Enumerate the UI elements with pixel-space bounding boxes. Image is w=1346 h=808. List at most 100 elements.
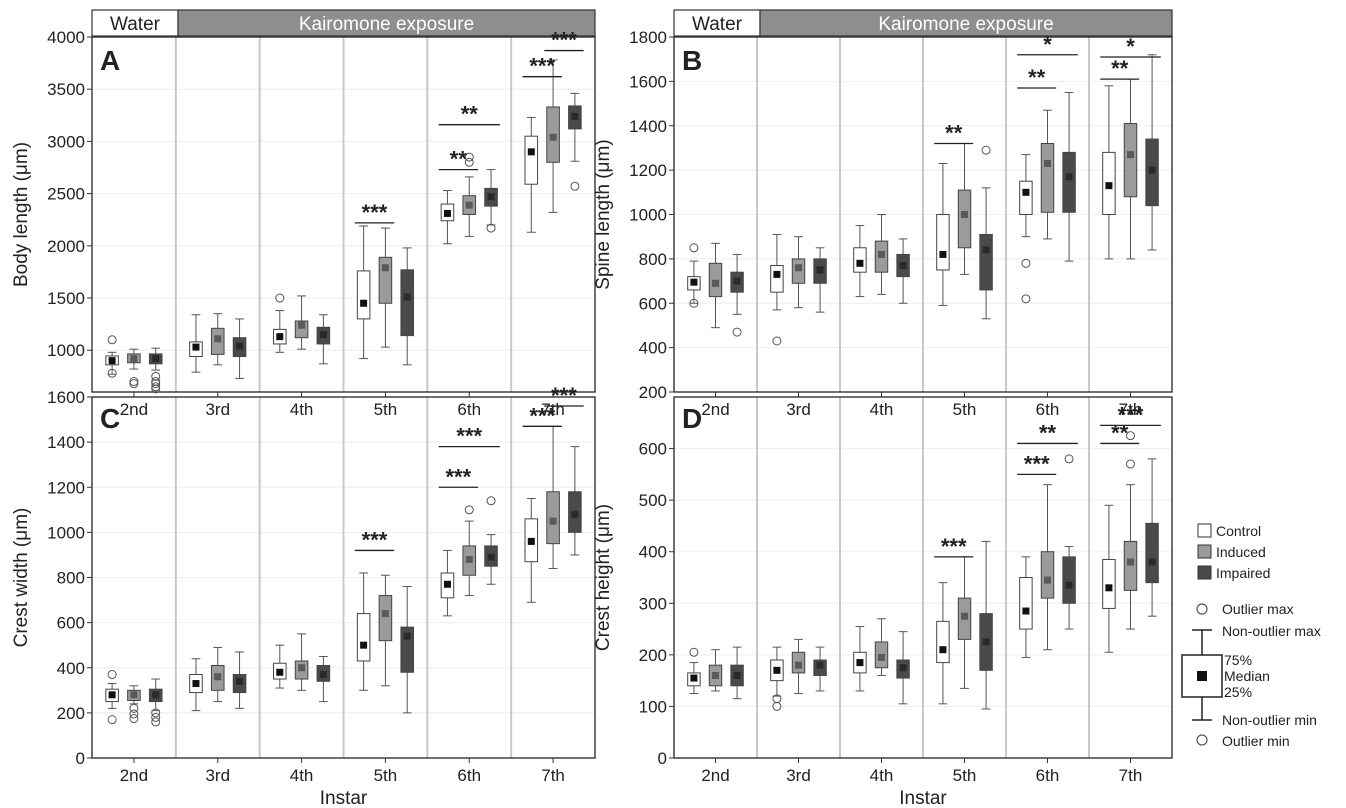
median-marker bbox=[152, 355, 160, 363]
outlier-point bbox=[129, 377, 139, 387]
x-tick-label: 5th bbox=[374, 400, 398, 419]
y-tick-label: 400 bbox=[639, 543, 667, 562]
outlier-point bbox=[151, 717, 161, 727]
median-marker bbox=[108, 691, 116, 699]
kairomone-label: Kairomone exposure bbox=[878, 14, 1053, 35]
box-control bbox=[524, 498, 539, 603]
x-tick-label: 4th bbox=[290, 766, 314, 785]
median-marker bbox=[298, 321, 306, 329]
outlier-point bbox=[981, 145, 991, 155]
significance-label: *** bbox=[529, 403, 555, 428]
median-marker bbox=[773, 666, 781, 674]
x-tick-label: 5th bbox=[953, 766, 977, 785]
y-tick-label: 1400 bbox=[47, 433, 85, 452]
box-impaired bbox=[568, 446, 582, 556]
median-marker bbox=[465, 201, 473, 209]
y-axis-title: Crest width (μm) bbox=[11, 508, 32, 648]
kairomone-band bbox=[759, 9, 1173, 37]
significance-label: ** bbox=[945, 121, 963, 146]
significance-label: ** bbox=[1111, 56, 1129, 81]
y-tick-label: 800 bbox=[57, 569, 85, 588]
outlier-point bbox=[772, 336, 782, 346]
y-tick-label: 100 bbox=[639, 697, 667, 716]
legend bbox=[1181, 523, 1223, 746]
outlier-point bbox=[107, 368, 117, 378]
x-tick-label: 2nd bbox=[701, 400, 729, 419]
legend-outlier-min-icon bbox=[1196, 734, 1208, 746]
iqr-box bbox=[356, 613, 371, 662]
median-marker bbox=[982, 246, 990, 254]
box-control bbox=[272, 293, 287, 353]
x-tick-label: 7th bbox=[541, 400, 565, 419]
median-marker bbox=[192, 343, 200, 351]
significance-label: ** bbox=[450, 147, 468, 172]
median-marker bbox=[733, 277, 741, 285]
y-axis-title: Body length (μm) bbox=[11, 142, 32, 287]
outlier-point bbox=[1126, 459, 1135, 469]
box-impaired bbox=[1145, 54, 1159, 251]
significance-label: * bbox=[1043, 32, 1052, 57]
median-marker bbox=[1148, 558, 1156, 566]
significance-label: ** bbox=[1028, 65, 1046, 90]
legend-nonoutlier-min: Non-outlier min bbox=[1222, 712, 1317, 728]
box-control bbox=[1102, 85, 1116, 260]
x-tick-label: 4th bbox=[290, 400, 314, 419]
median-marker bbox=[961, 211, 968, 218]
median-marker bbox=[298, 664, 306, 672]
panel-c bbox=[87, 396, 596, 763]
box-induced bbox=[546, 59, 560, 213]
median-marker bbox=[961, 612, 968, 620]
outlier-point bbox=[107, 715, 117, 725]
median-marker bbox=[549, 133, 557, 141]
x-tick-label: 7th bbox=[1119, 400, 1143, 419]
iqr-box bbox=[1019, 577, 1033, 630]
water-label: Water bbox=[692, 14, 743, 35]
panel-letter: C bbox=[100, 403, 120, 434]
legend-swatch-induced bbox=[1197, 544, 1212, 559]
outlier-point bbox=[151, 712, 161, 722]
outlier-point bbox=[689, 243, 699, 253]
x-tick-label: 3rd bbox=[786, 400, 811, 419]
median-marker bbox=[487, 553, 495, 561]
median-marker bbox=[403, 293, 411, 301]
y-tick-label: 1400 bbox=[629, 117, 667, 136]
outlier-point bbox=[107, 335, 117, 345]
median-marker bbox=[152, 691, 160, 699]
median-marker bbox=[773, 270, 781, 278]
y-tick-label: 1200 bbox=[629, 161, 667, 180]
outlier-point bbox=[570, 181, 580, 191]
iqr-box bbox=[770, 265, 784, 293]
median-marker bbox=[527, 537, 535, 545]
legend-median: Median bbox=[1224, 668, 1270, 684]
median-marker bbox=[214, 335, 222, 343]
y-tick-label: 400 bbox=[57, 659, 85, 678]
median-marker bbox=[192, 680, 200, 688]
median-marker bbox=[443, 580, 451, 588]
median-marker bbox=[1065, 581, 1073, 589]
x-tick-label: 6th bbox=[1036, 400, 1060, 419]
y-tick-label: 1800 bbox=[629, 28, 667, 47]
x-tick-label: 5th bbox=[953, 400, 977, 419]
outlier-point bbox=[1021, 258, 1031, 268]
panel-b bbox=[669, 9, 1173, 397]
outlier-point bbox=[151, 379, 161, 389]
median-marker bbox=[712, 671, 719, 679]
median-marker bbox=[1148, 166, 1156, 174]
x-tick-label: 3rd bbox=[786, 766, 811, 785]
box-control bbox=[770, 646, 784, 711]
outlier-point bbox=[464, 157, 474, 167]
box-induced bbox=[957, 556, 972, 689]
y-tick-label: 1000 bbox=[47, 523, 85, 542]
box-impaired bbox=[979, 540, 993, 710]
x-axis-title: Instar bbox=[320, 788, 368, 808]
outlier-point bbox=[151, 377, 161, 387]
y-tick-label: 300 bbox=[639, 594, 667, 613]
y-axis-title: Spine length (μm) bbox=[593, 139, 614, 289]
median-marker bbox=[319, 671, 327, 679]
box-induced bbox=[1040, 109, 1055, 240]
significance-label: *** bbox=[1118, 402, 1144, 427]
y-tick-label: 2000 bbox=[47, 237, 85, 256]
box-induced bbox=[874, 214, 889, 295]
box-impaired bbox=[400, 586, 415, 714]
outlier-point bbox=[772, 701, 782, 711]
